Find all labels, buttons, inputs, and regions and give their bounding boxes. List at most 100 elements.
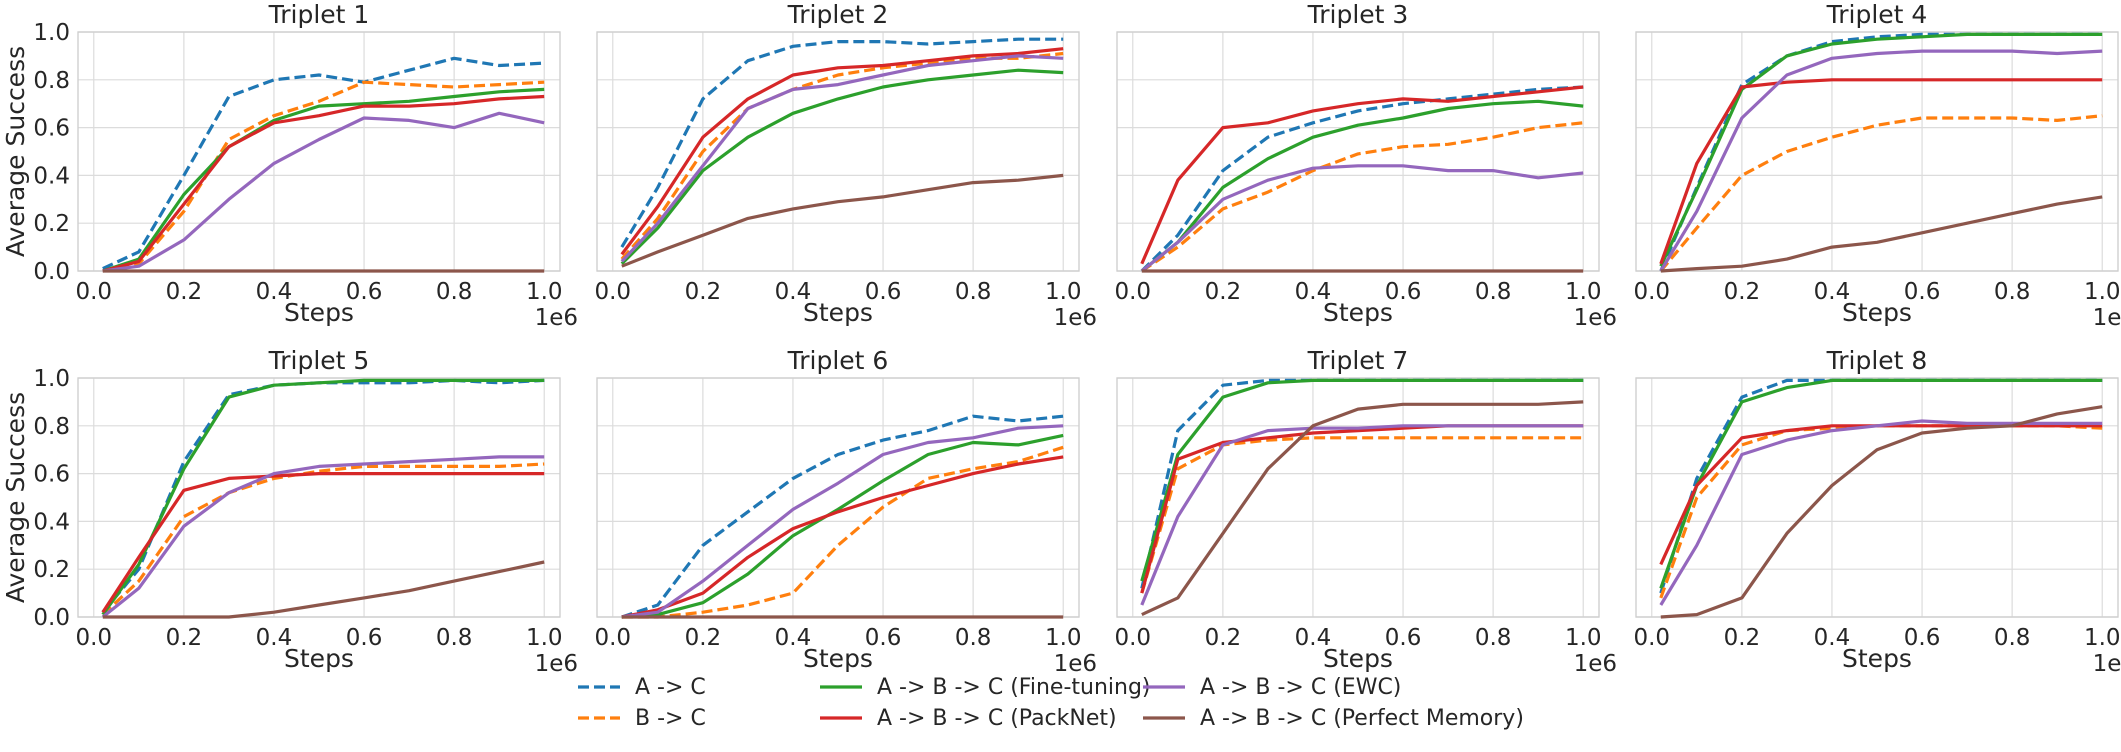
x-offset-label: 1e6 xyxy=(1574,651,1617,677)
x-tick-label: 0.0 xyxy=(594,625,631,651)
x-offset-label: 1e6 xyxy=(1054,305,1097,331)
y-tick-label: 0.8 xyxy=(33,414,70,440)
x-tick-label: 0.4 xyxy=(775,279,812,305)
series-line xyxy=(1140,99,1584,273)
series-line xyxy=(1140,424,1584,594)
x-tick-label: 0.6 xyxy=(865,625,902,651)
series-line xyxy=(1659,78,2103,265)
x-tick-label: 0.8 xyxy=(436,625,473,651)
x-tick-label: 0.4 xyxy=(1295,279,1332,305)
subplot-title: Triplet 7 xyxy=(1307,346,1409,375)
y-tick-label: 1.0 xyxy=(33,366,70,392)
x-tick-label: 0.0 xyxy=(75,279,112,305)
x-tick-label: 0.6 xyxy=(346,279,383,305)
series-line xyxy=(102,94,545,273)
series-line xyxy=(1140,85,1584,265)
series-line xyxy=(621,455,1064,619)
x-tick-label: 0.2 xyxy=(166,279,203,305)
x-tick-label: 0.6 xyxy=(1385,279,1422,305)
series-line xyxy=(621,433,1064,619)
x-tick-label: 0.6 xyxy=(1904,625,1941,651)
x-tick-label: 0.6 xyxy=(346,625,383,651)
y-tick-label: 0.0 xyxy=(33,605,70,631)
series-line xyxy=(101,472,545,614)
x-tick-label: 1.0 xyxy=(2084,279,2121,305)
x-tick-label: 0.8 xyxy=(955,279,992,305)
x-tick-label: 1.0 xyxy=(1565,279,1602,305)
x-tick-label: 0.2 xyxy=(685,279,722,305)
legend-label: A -> B -> C (PackNet) xyxy=(877,706,1117,731)
x-tick-label: 0.4 xyxy=(1814,279,1851,305)
x-tick-label: 0.8 xyxy=(436,279,473,305)
x-tick-label: 1.0 xyxy=(526,625,563,651)
legend-label: A -> B -> C (EWC) xyxy=(1200,675,1401,700)
plot-frame xyxy=(596,31,1080,272)
subplot-triplet-1: Triplet 1 0.0 0.2 0.4 0.6 0.8 1.0 Steps 1e6 0.0 0.… xyxy=(1,0,578,331)
x-offset-label: 1e6 xyxy=(1574,305,1617,331)
series-line xyxy=(102,56,545,271)
series-line xyxy=(621,414,1064,619)
series-line xyxy=(621,173,1064,268)
series-line xyxy=(1659,32,2103,267)
legend-label: B -> C xyxy=(635,706,706,731)
subplot-triplet-2: Triplet 2 0.0 0.2 0.4 0.6 0.8 1.0 Steps 1e6 xyxy=(594,0,1097,331)
series-line xyxy=(101,455,545,619)
y-tick-label: 0.2 xyxy=(33,557,70,583)
x-tick-label: 0.2 xyxy=(1724,625,1761,651)
series-line xyxy=(1140,436,1584,594)
series-line xyxy=(101,378,545,616)
series-line xyxy=(1140,85,1584,273)
plot-frame xyxy=(1116,377,1600,618)
plot-frame xyxy=(77,377,561,618)
series-line xyxy=(620,68,1064,265)
legend-label: A -> B -> C (Perfect Memory) xyxy=(1200,706,1524,731)
subplot-title: Triplet 3 xyxy=(1307,0,1409,29)
x-tick-label: 0.4 xyxy=(1295,625,1332,651)
y-tick-label: 0.0 xyxy=(33,259,70,285)
x-tick-label: 0.8 xyxy=(955,625,992,651)
x-tick-label: 1.0 xyxy=(1045,625,1082,651)
x-tick-label: 0.0 xyxy=(1633,625,1670,651)
x-tick-label: 0.4 xyxy=(1814,625,1851,651)
y-axis-label: Average Success xyxy=(1,46,30,257)
x-tick-label: 0.8 xyxy=(1475,279,1512,305)
y-axis-label: Average Success xyxy=(1,392,30,603)
legend: A -> C B -> C A -> B -> C (Fine-tuning) A -… xyxy=(578,675,1524,731)
series-line xyxy=(1141,400,1584,617)
x-axis-label: Steps xyxy=(284,644,354,673)
series-line xyxy=(620,47,1064,256)
plot-frame xyxy=(1635,31,2119,272)
plot-frame xyxy=(1116,31,1600,272)
subplot-title: Triplet 2 xyxy=(787,0,889,29)
x-axis-label: Steps xyxy=(1842,644,1912,673)
subplot-triplet-7: Triplet 7 0.0 0.2 0.4 0.6 0.8 1.0 Steps 1e6 xyxy=(1114,346,1617,677)
y-tick-label: 0.6 xyxy=(33,462,70,488)
series-line xyxy=(1140,378,1584,582)
series-line xyxy=(1140,164,1584,273)
subplot-triplet-3: Triplet 3 0.0 0.2 0.4 0.6 0.8 1.0 Steps 1e6 xyxy=(1114,0,1617,331)
subplot-triplet-8: Triplet 8 0.0 0.2 0.4 0.6 0.8 1.0 Steps 1e6 xyxy=(1633,346,2121,677)
series-line xyxy=(1659,114,2103,273)
x-tick-label: 1.0 xyxy=(1565,625,1602,651)
y-tick-label: 0.4 xyxy=(33,163,70,189)
x-tick-label: 0.8 xyxy=(1994,625,2031,651)
series-line xyxy=(620,54,1064,263)
x-tick-label: 0.0 xyxy=(594,279,631,305)
y-tick-label: 0.4 xyxy=(33,509,70,535)
x-tick-label: 0.6 xyxy=(1385,625,1422,651)
series-line xyxy=(1660,405,2103,619)
y-tick-label: 0.8 xyxy=(33,68,70,94)
x-offset-label: 1e6 xyxy=(535,651,578,677)
x-tick-label: 0.6 xyxy=(865,279,902,305)
x-offset-label: 1e6 xyxy=(535,305,578,331)
series-line xyxy=(621,445,1064,619)
x-tick-label: 0.2 xyxy=(1724,279,1761,305)
subplot-triplet-4: Triplet 4 0.0 0.2 0.4 0.6 0.8 1.0 Steps 1e6 xyxy=(1633,0,2121,331)
x-tick-label: 0.4 xyxy=(256,279,293,305)
y-tick-label: 1.0 xyxy=(33,20,70,46)
series-line xyxy=(102,560,545,619)
series-line xyxy=(102,87,545,273)
plot-frame xyxy=(1635,377,2119,618)
series-line xyxy=(1659,49,2103,272)
x-tick-label: 0.2 xyxy=(1205,279,1242,305)
